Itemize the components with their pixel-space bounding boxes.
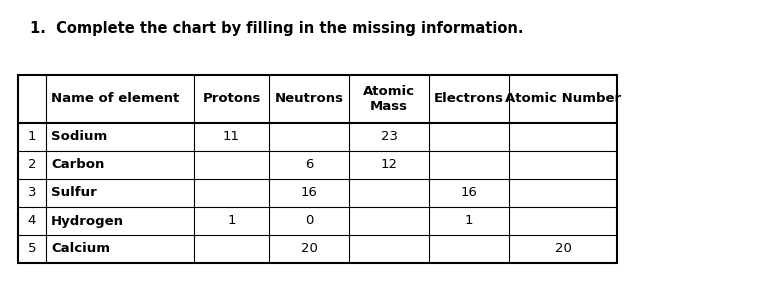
Text: 23: 23 — [381, 131, 398, 144]
Text: 20: 20 — [555, 243, 571, 255]
Text: 20: 20 — [300, 243, 317, 255]
Text: 1.  Complete the chart by filling in the missing information.: 1. Complete the chart by filling in the … — [30, 21, 523, 36]
Text: Sulfur: Sulfur — [51, 186, 97, 200]
Text: Carbon: Carbon — [51, 158, 104, 172]
Text: 11: 11 — [223, 131, 240, 144]
Text: 3: 3 — [28, 186, 36, 200]
Text: Neutrons: Neutrons — [274, 93, 343, 105]
Text: 1: 1 — [228, 215, 236, 227]
Text: 0: 0 — [305, 215, 313, 227]
Text: 5: 5 — [28, 243, 36, 255]
Text: 12: 12 — [381, 158, 398, 172]
Text: 1: 1 — [28, 131, 36, 144]
Text: 6: 6 — [305, 158, 313, 172]
Text: Sodium: Sodium — [51, 131, 107, 144]
Text: Protons: Protons — [202, 93, 260, 105]
Text: Atomic Number: Atomic Number — [505, 93, 621, 105]
Text: 2: 2 — [28, 158, 36, 172]
Text: Name of element: Name of element — [51, 93, 179, 105]
Text: Atomic
Mass: Atomic Mass — [363, 85, 415, 113]
Text: 16: 16 — [300, 186, 317, 200]
Text: 1: 1 — [465, 215, 473, 227]
Text: Calcium: Calcium — [51, 243, 110, 255]
Text: Hydrogen: Hydrogen — [51, 215, 124, 227]
Text: 4: 4 — [28, 215, 36, 227]
Text: 16: 16 — [460, 186, 477, 200]
Bar — [18, 75, 617, 263]
Text: Electrons: Electrons — [434, 93, 504, 105]
